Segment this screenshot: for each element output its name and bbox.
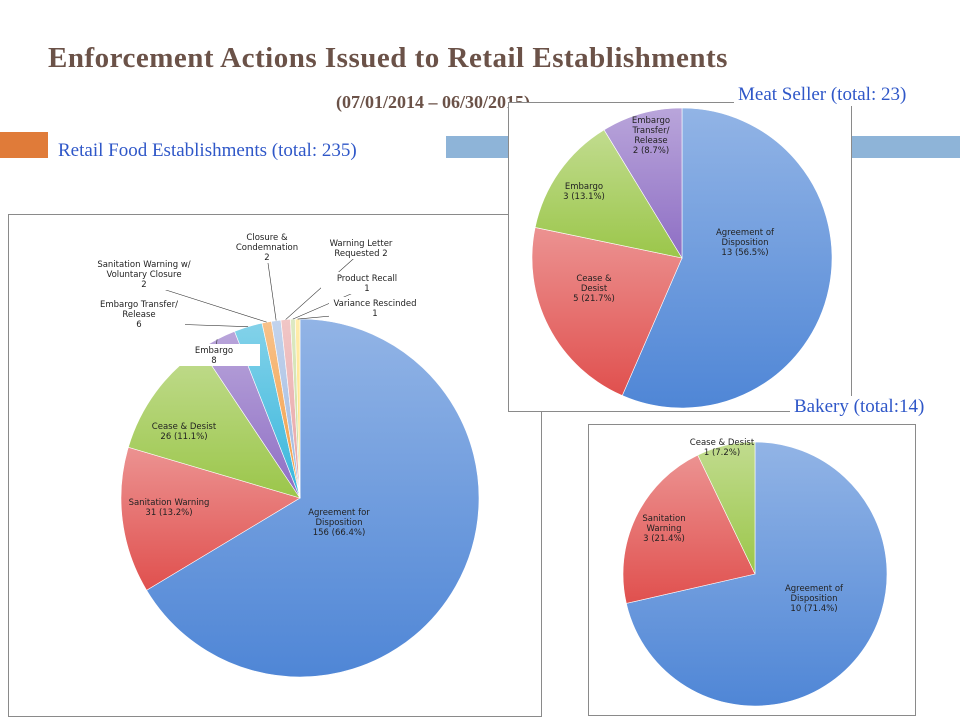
slice-label-background	[321, 272, 413, 294]
slice-label-background	[329, 297, 421, 319]
slice-label: Sanitation Warning w/Voluntary Closure 2	[97, 260, 190, 290]
slice-label: Cease & Desist 5 (21.7%)	[573, 274, 615, 304]
slice-label: Embargo 3 (13.1%)	[563, 182, 605, 202]
pie-slice	[120, 446, 301, 591]
slice-label: Warning Letter Requested 2	[330, 239, 393, 259]
retail-pie-chart: Agreement for Disposition 156 (66.4%) Sanit…	[93, 231, 480, 678]
slice-label-background	[98, 258, 190, 290]
page-subtitle: (07/01/2014 – 06/30/2015)	[336, 92, 530, 112]
meat-pie-chart: Agreement of Disposition 13 (56.5%) Cease &…	[531, 107, 833, 409]
slice-label: Sanitation Warning 31 (13.2%)	[129, 498, 210, 518]
slice-label-background	[221, 231, 313, 263]
slice-label: Sanitation Warning 3 (21.4%)	[642, 514, 685, 544]
pie-slice	[622, 454, 756, 604]
slice-label: Cease & Desist 26 (11.1%)	[152, 422, 217, 442]
pie-slice	[603, 107, 683, 260]
bakery-pie-panel: Agreement of Disposition 10 (71.4%) Sanitat…	[588, 424, 916, 716]
slice-label: Agreement for Disposition 156 (66.4%)	[308, 508, 370, 538]
slice-label: Embargo Transfer/Release 6	[100, 300, 178, 330]
slice-label: Cease & Desist 1 (7.2%)	[690, 438, 755, 458]
slice-label: Variance Rescinded 1	[333, 299, 416, 319]
slice-label: Embargo Transfer/Release 2 (8.7%)	[631, 116, 670, 156]
pie-slice	[534, 129, 683, 259]
bakery-pie-chart: Agreement of Disposition 10 (71.4%) Sanitat…	[622, 438, 888, 707]
slice-label: Agreement of Disposition 13 (56.5%)	[716, 228, 775, 258]
pie-slice	[621, 107, 833, 409]
slice-label-background	[315, 237, 407, 259]
pie-slice	[625, 441, 888, 707]
pie-slice	[146, 318, 480, 678]
meat-chart-title: Meat Seller (total: 23)	[734, 84, 911, 106]
accent-bar-orange	[0, 132, 48, 158]
slice-label-background	[93, 298, 185, 330]
leader-line	[266, 255, 277, 321]
slice-label: Embargo 8	[195, 346, 233, 366]
pie-slice	[531, 227, 683, 396]
pie-slice	[697, 441, 756, 575]
retail-pie-panel: Agreement for Disposition 156 (66.4%) Sanit…	[8, 214, 542, 717]
slice-label: Product Recall 1	[337, 274, 397, 294]
page-title: Enforcement Actions Issued to Retail Est…	[48, 42, 728, 74]
retail-chart-title: Retail Food Establishments (total: 235)	[58, 140, 357, 162]
meat-pie-panel: Agreement of Disposition 13 (56.5%) Cease &…	[508, 102, 852, 412]
slice-label: Closure & Condemnation 2	[236, 233, 298, 263]
bakery-chart-title: Bakery (total:14)	[790, 396, 929, 418]
slice-label-background	[168, 344, 260, 366]
slice-label: Agreement of Disposition 10 (71.4%)	[785, 584, 844, 614]
